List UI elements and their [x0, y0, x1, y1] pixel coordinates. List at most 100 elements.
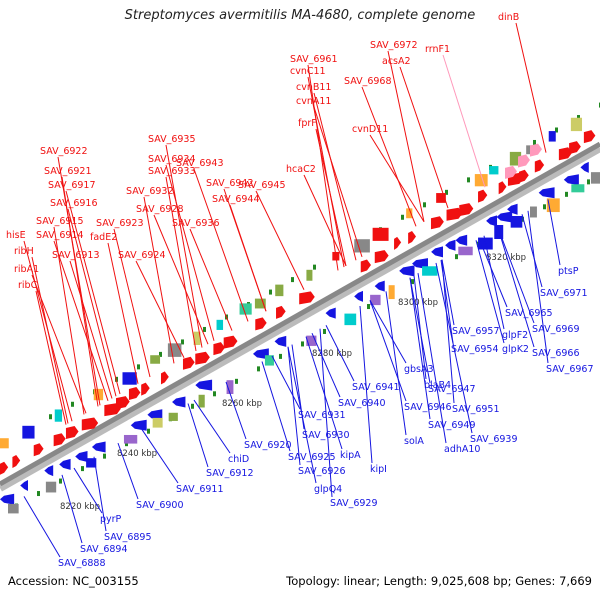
gene-label-reverse: SAV_6926 — [298, 466, 346, 477]
leader-line — [399, 66, 449, 209]
gene-box — [198, 394, 205, 408]
gene-label-forward: SAV_6928 — [136, 204, 184, 215]
leader-line — [359, 305, 373, 464]
gene-label-reverse: glpQ4 — [314, 484, 342, 495]
leader-line — [69, 260, 113, 399]
reverse-gene-arrow — [253, 348, 269, 360]
gene-label-reverse: SAV_6947 — [428, 384, 476, 395]
gene-label-reverse: SAV_6900 — [136, 500, 184, 511]
forward-gene-arrow — [569, 141, 581, 155]
leader-line — [441, 259, 455, 404]
gene-label-reverse: SAV_6946 — [404, 402, 452, 413]
tick-mark — [49, 414, 52, 420]
leader-line — [165, 144, 203, 348]
gene-label-reverse: SAV_6969 — [532, 324, 580, 335]
forward-gene-arrow — [33, 443, 44, 457]
tick-mark — [521, 216, 524, 222]
gene-label-forward: SAV_6943 — [176, 158, 224, 169]
gene-label-forward: SAV_6944 — [212, 194, 260, 205]
leader-line — [53, 240, 109, 401]
forward-gene-arrow — [276, 305, 286, 319]
tick-mark — [159, 351, 162, 357]
reverse-gene-arrow — [445, 239, 456, 251]
gene-label-forward: SAV_6922 — [40, 146, 88, 157]
gene-box — [306, 269, 313, 281]
leader-line — [107, 242, 139, 384]
gene-box — [354, 239, 370, 253]
leader-line — [409, 277, 431, 420]
genome-title: Streptomyces avermitilis MA-4680, comple… — [124, 8, 476, 23]
reverse-gene-arrow — [91, 441, 106, 453]
leader-line — [61, 176, 99, 407]
tick-label: 8300 kbp — [398, 298, 438, 308]
gene-box — [193, 331, 201, 345]
forward-gene-arrow — [430, 216, 444, 230]
leader-line — [31, 256, 69, 424]
gene-label-reverse: kipA — [340, 450, 361, 461]
tick-mark — [103, 453, 106, 459]
reverse-gene-arrow — [374, 280, 385, 292]
reverse-gene-arrow — [399, 265, 415, 277]
gene-label-forward: SAV_6972 — [370, 40, 418, 51]
leader-line — [153, 214, 209, 345]
leader-line — [193, 168, 249, 322]
gene-box — [122, 372, 137, 385]
gene-box — [422, 266, 438, 276]
accession-label: Accession: NC_003155 — [8, 574, 139, 588]
gene-box — [167, 343, 182, 357]
reverse-gene-arrow — [486, 215, 498, 227]
gene-label-reverse: SAV_6920 — [244, 440, 292, 451]
gene-label-reverse: SAV_6954 — [451, 344, 499, 355]
gene-box — [474, 174, 488, 187]
gene-label-forward: rrnF1 — [425, 44, 450, 55]
leader-line — [409, 277, 431, 384]
forward-gene-arrow — [255, 317, 267, 331]
reverse-gene-arrow — [538, 187, 555, 199]
leader-line — [287, 346, 317, 484]
gene-label-forward: SAV_6924 — [118, 250, 166, 261]
forward-gene-arrow — [213, 342, 225, 356]
gene-label-forward: SAV_6936 — [172, 218, 220, 229]
reverse-gene-arrow — [44, 465, 54, 477]
gene-label-reverse: SAV_6925 — [288, 452, 336, 463]
gene-box — [344, 313, 357, 326]
tick-label: 8320 kbp — [486, 253, 526, 263]
gene-box — [275, 284, 284, 297]
gene-label-reverse: SAV_6940 — [338, 398, 386, 409]
gene-box — [489, 166, 499, 175]
gene-label-forward: SAV_6917 — [48, 180, 96, 191]
leader-line — [73, 467, 103, 514]
forward-gene-arrow — [583, 130, 596, 144]
leader-line — [475, 240, 505, 344]
gene-label-reverse: SAV_6929 — [330, 498, 378, 509]
gene-label-forward: cvnA11 — [296, 96, 331, 107]
leader-line — [67, 208, 117, 397]
reverse-gene-arrow — [563, 174, 579, 186]
gene-box — [306, 335, 317, 346]
gene-label-reverse: SAV_6894 — [80, 544, 128, 555]
forward-gene-arrow — [374, 250, 389, 264]
gene-label-reverse: SAV_6912 — [206, 468, 254, 479]
tick-label: 8240 kbp — [117, 449, 157, 459]
forward-gene-arrow — [446, 207, 463, 221]
reverse-gene-arrow — [59, 458, 71, 470]
leader-line — [319, 328, 333, 498]
gene-label-reverse: SAV_6951 — [452, 404, 500, 415]
tick-mark — [313, 264, 316, 270]
leader-line — [483, 235, 505, 330]
tick-mark — [323, 328, 326, 334]
gene-label-reverse: SAV_6930 — [302, 430, 350, 441]
leader-line — [93, 456, 107, 532]
gene-box — [436, 193, 446, 203]
forward-gene-arrow — [360, 259, 371, 273]
tick-mark — [59, 478, 62, 484]
reverse-gene-arrow — [0, 493, 15, 505]
gene-label-reverse: SAV_6911 — [176, 484, 224, 495]
gene-label-forward: SAV_6968 — [344, 76, 392, 87]
gene-label-forward: SAV_6923 — [96, 218, 144, 229]
leader-line — [165, 164, 215, 341]
leader-line — [303, 174, 347, 267]
gene-label-reverse: SAV_6966 — [532, 348, 580, 359]
gene-label-forward: SAV_6932 — [126, 186, 174, 197]
leader-line — [387, 50, 425, 222]
